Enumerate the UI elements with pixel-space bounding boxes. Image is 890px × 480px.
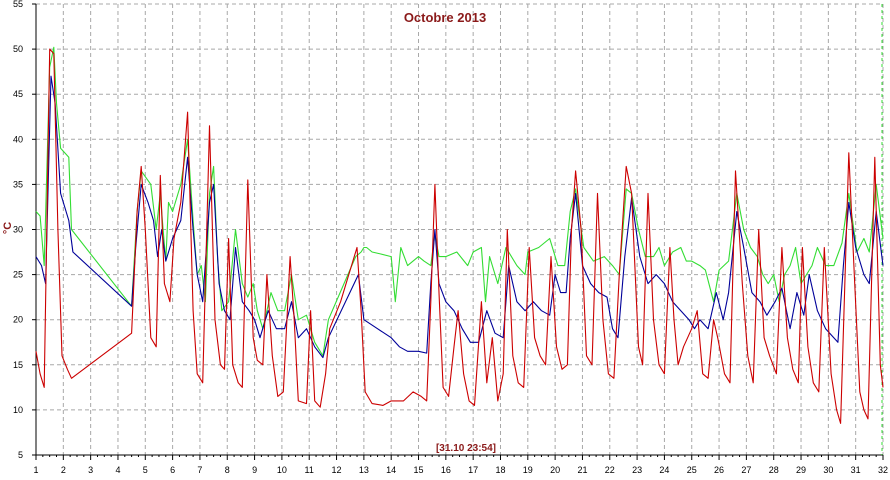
y-tick-label: 15 [13,360,23,370]
x-tick-label: 27 [741,465,751,475]
x-tick-label: 28 [769,465,779,475]
y-tick-label: 45 [13,89,23,99]
y-tick-label: 50 [13,44,23,54]
x-tick-label: 1 [33,465,38,475]
x-tick-label: 20 [550,465,560,475]
x-tick-label: 2 [61,465,66,475]
y-tick-label: 25 [13,270,23,280]
x-tick-label: 9 [252,465,257,475]
y-tick-label: 20 [13,315,23,325]
y-axis-label: °C [2,222,14,234]
x-tick-label: 19 [523,465,533,475]
x-tick-label: 5 [143,465,148,475]
x-tick-label: 26 [714,465,724,475]
x-tick-label: 6 [170,465,175,475]
cursor-timestamp: [31.10 23:54] [436,443,496,454]
x-tick-label: 4 [115,465,120,475]
y-tick-label: 40 [13,134,23,144]
x-tick-label: 32 [878,465,888,475]
x-tick-label: 16 [441,465,451,475]
series-layer [35,46,884,424]
x-tick-label: 21 [577,465,587,475]
chart-title: Octobre 2013 [404,10,486,25]
y-tick-label: 35 [13,179,23,189]
x-tick-label: 3 [88,465,93,475]
grid [35,3,884,456]
x-tick-label: 15 [414,465,424,475]
x-tick-label: 7 [197,465,202,475]
x-tick-label: 22 [605,465,615,475]
x-tick-label: 17 [468,465,478,475]
x-tick-label: 25 [687,465,697,475]
axes [32,3,884,460]
x-tick-label: 23 [632,465,642,475]
y-tick-label: 30 [13,225,23,235]
x-tick-label: 11 [305,465,314,475]
x-tick-label: 30 [823,465,833,475]
x-tick-label: 31 [851,465,861,475]
y-tick-label: 10 [13,405,23,415]
x-tick-label: 10 [277,465,287,475]
x-tick-label: 8 [225,465,230,475]
y-tick-label: 5 [18,450,23,460]
x-tick-label: 12 [332,465,342,475]
series-line-3 [35,48,884,424]
x-tick-label: 14 [386,465,396,475]
x-tick-label: 29 [796,465,806,475]
x-tick-label: 18 [495,465,505,475]
x-tick-label: 24 [659,465,669,475]
x-tick-label: 13 [359,465,369,475]
y-tick-label: 55 [13,0,23,9]
